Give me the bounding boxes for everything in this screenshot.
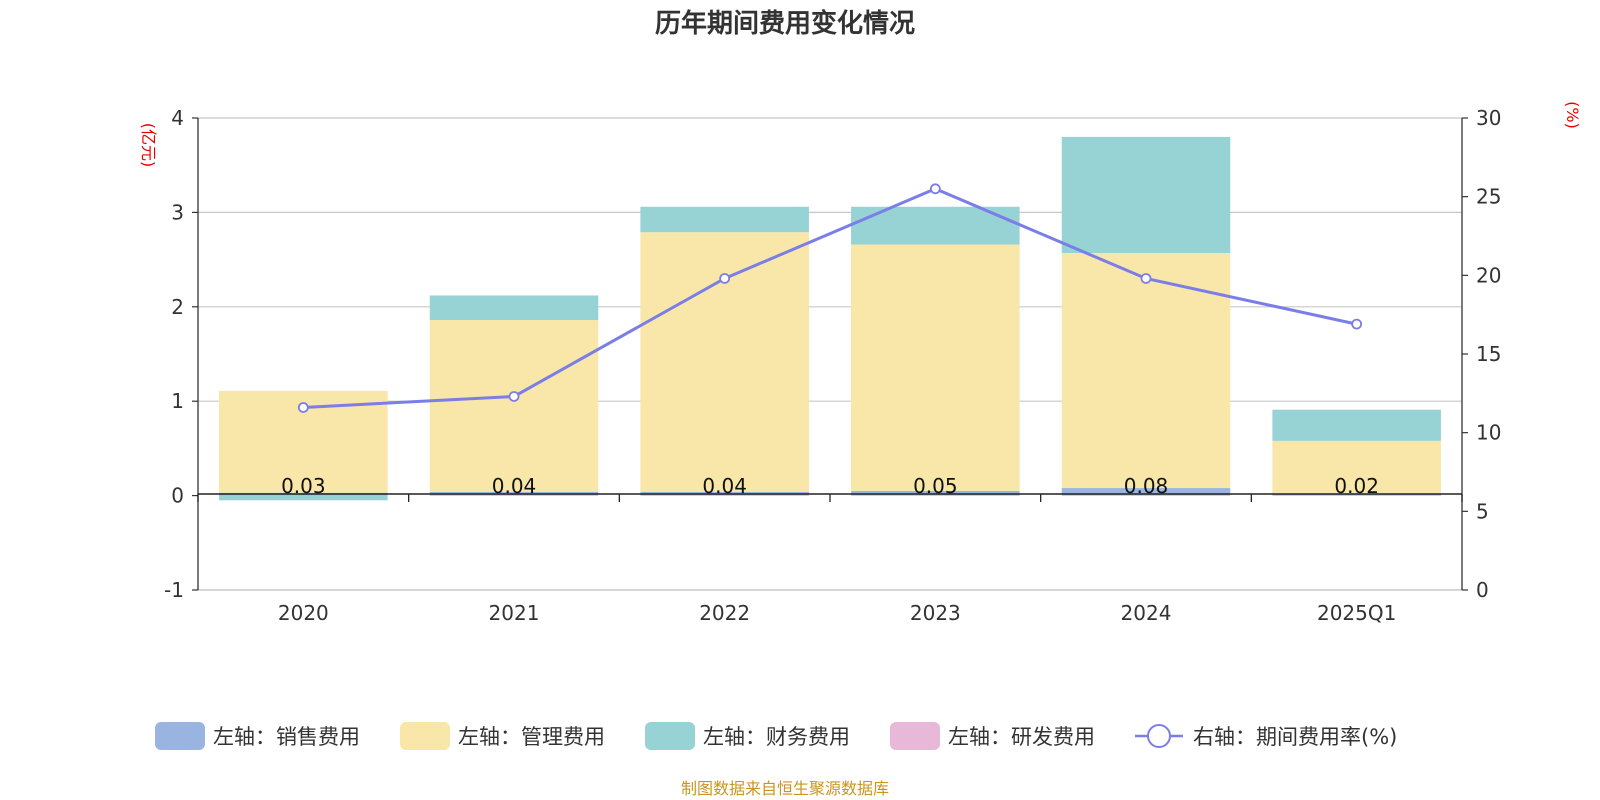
bar-左轴：销售费用-2024 — [1061, 488, 1231, 496]
left-tick-label-4: 4 — [171, 106, 184, 130]
bar-左轴：管理费用-2024 — [1061, 252, 1231, 489]
line-point-2023 — [929, 183, 941, 195]
data-source-note: 制图数据来自恒生聚源数据库 — [681, 779, 889, 798]
legend-label-1: 左轴：管理费用 — [458, 725, 605, 749]
line-右轴：期间费用率(%) — [303, 187, 1357, 409]
right-tick-label-20: 20 — [1476, 263, 1501, 287]
bar-左轴：管理费用-2022 — [640, 232, 809, 492]
x-tick-label-2024: 2024 — [1121, 601, 1172, 625]
bar-左轴：销售费用-2023 — [851, 490, 1020, 496]
left-tick-label-0: 0 — [171, 484, 184, 508]
legend-swatch-1 — [400, 722, 450, 750]
right-tick-label-5: 5 — [1476, 499, 1489, 523]
x-tick-label-2025Q1: 2025Q1 — [1317, 601, 1396, 625]
x-tick-label-2023: 2023 — [910, 601, 961, 625]
x-tick-label-2021: 2021 — [489, 601, 540, 625]
line-point-2025Q1 — [1351, 318, 1363, 330]
axes: -1 0 1 2 3 4 0 5 10 15 20 25 30 2020 2021 2022 2023 2024 2… — [164, 106, 1501, 625]
bar-左轴：财务费用-2022 — [640, 206, 809, 233]
data-label-2021: 0.04 — [492, 474, 537, 498]
legend-label-0: 左轴：销售费用 — [213, 725, 360, 749]
bar-左轴：财务费用-2024 — [1061, 136, 1231, 253]
line-point-2021 — [508, 391, 520, 402]
bar-左轴：管理费用-2021 — [429, 320, 599, 492]
legend-swatch-2 — [645, 722, 695, 750]
x-tick-label-2022: 2022 — [699, 601, 750, 625]
legend-label-2: 左轴：财务费用 — [703, 725, 850, 749]
chart-title: 历年期间费用变化情况 — [655, 8, 915, 39]
bars — [219, 136, 1441, 501]
legend-swatch-0 — [155, 722, 205, 750]
legend: 左轴：销售费用 左轴：管理费用 左轴：财务费用 左轴：研发费用 右轴：期间费用率(%) — [155, 722, 1397, 750]
data-label-2020: 0.03 — [281, 474, 326, 498]
bar-左轴：管理费用-2025Q1 — [1272, 440, 1441, 494]
x-tick-label-2020: 2020 — [278, 601, 329, 625]
right-tick-label-30: 30 — [1476, 106, 1501, 130]
bar-左轴：管理费用-2023 — [851, 244, 1020, 491]
legend-swatch-3 — [890, 722, 940, 750]
right-tick-label-0: 0 — [1476, 578, 1489, 602]
left-tick-label-3: 3 — [171, 200, 184, 224]
right-axis-unit: (%) — [1563, 101, 1582, 129]
data-labels: 0.03 0.04 0.04 0.05 0.08 0.02 — [281, 474, 1379, 498]
legend-label-3: 左轴：研发费用 — [948, 725, 1095, 749]
right-tick-label-15: 15 — [1476, 342, 1501, 366]
data-label-2023: 0.05 — [913, 474, 958, 498]
right-tick-label-10: 10 — [1476, 421, 1501, 445]
bar-左轴：财务费用-2021 — [429, 295, 599, 321]
line-point-2022 — [719, 273, 731, 284]
data-label-2025Q1: 0.02 — [1334, 474, 1379, 498]
left-tick-label-1: 1 — [171, 389, 184, 413]
expense-rate-line — [297, 183, 1363, 413]
left-tick-label-2: 2 — [171, 295, 184, 319]
left-axis-unit: (亿元) — [139, 123, 158, 168]
line-point-2020 — [297, 402, 309, 413]
right-tick-label-25: 25 — [1476, 185, 1501, 209]
data-label-2024: 0.08 — [1124, 474, 1169, 498]
left-tick-label--1: -1 — [164, 578, 184, 602]
legend-marker-swatch — [1147, 724, 1171, 748]
line-point-2024 — [1140, 273, 1152, 284]
grid-lines — [198, 117, 1462, 591]
legend-label-4: 右轴：期间费用率(%) — [1193, 725, 1397, 749]
data-label-2022: 0.04 — [702, 474, 747, 498]
bar-左轴：财务费用-2020 — [219, 495, 388, 501]
bar-左轴：财务费用-2025Q1 — [1272, 409, 1441, 441]
